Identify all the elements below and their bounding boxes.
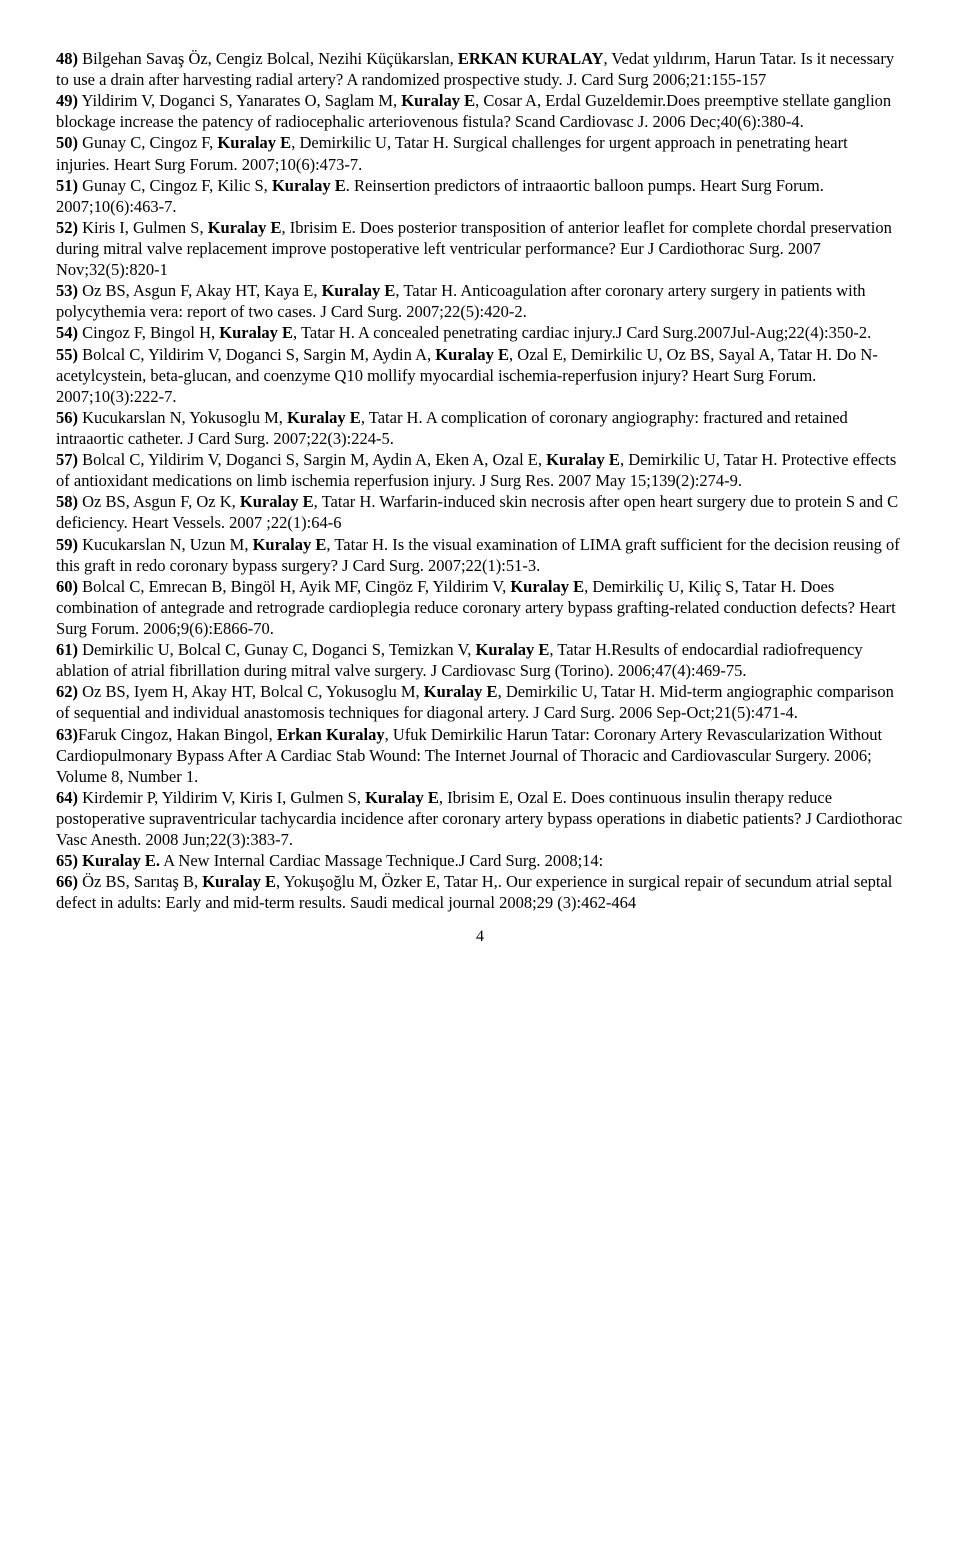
reference-number: 50) <box>56 133 78 152</box>
reference-item: 49) Yildirim V, Doganci S, Yanarates O, … <box>56 90 904 132</box>
reference-number: 57) <box>56 450 78 469</box>
reference-item: 52) Kiris I, Gulmen S, Kuralay E, Ibrisi… <box>56 217 904 280</box>
reference-item: 62) Oz BS, Iyem H, Akay HT, Bolcal C, Yo… <box>56 681 904 723</box>
author-highlight: Kuralay E <box>253 535 327 554</box>
author-highlight: Kuralay E. <box>82 851 160 870</box>
reference-item: 55) Bolcal C, Yildirim V, Doganci S, Sar… <box>56 344 904 407</box>
reference-number: 58) <box>56 492 78 511</box>
reference-item: 58) Oz BS, Asgun F, Oz K, Kuralay E, Tat… <box>56 491 904 533</box>
author-highlight: Kuralay E <box>510 577 584 596</box>
reference-item: 51) Gunay C, Cingoz F, Kilic S, Kuralay … <box>56 175 904 217</box>
reference-number: 53) <box>56 281 78 300</box>
reference-number: 51) <box>56 176 78 195</box>
author-highlight: Kuralay E <box>322 281 396 300</box>
reference-item: 54) Cingoz F, Bingol H, Kuralay E, Tatar… <box>56 322 904 343</box>
author-highlight: Kuralay E <box>546 450 620 469</box>
author-highlight: Kuralay E <box>435 345 509 364</box>
reference-number: 62) <box>56 682 78 701</box>
reference-number: 56) <box>56 408 78 427</box>
reference-item: 66) Öz BS, Sarıtaş B, Kuralay E, Yokuşoğ… <box>56 871 904 913</box>
reference-number: 66) <box>56 872 78 891</box>
author-highlight: Kuralay E <box>401 91 475 110</box>
author-highlight: Erkan Kuralay <box>277 725 385 744</box>
reference-list: 48) Bilgehan Savaş Öz, Cengiz Bolcal, Ne… <box>56 48 904 913</box>
reference-item: 63)Faruk Cingoz, Hakan Bingol, Erkan Kur… <box>56 724 904 787</box>
reference-item: 56) Kucukarslan N, Yokusoglu M, Kuralay … <box>56 407 904 449</box>
reference-number: 55) <box>56 345 78 364</box>
author-highlight: Kuralay E <box>219 323 293 342</box>
reference-number: 52) <box>56 218 78 237</box>
author-highlight: Kuralay E <box>217 133 291 152</box>
reference-number: 61) <box>56 640 78 659</box>
reference-item: 53) Oz BS, Asgun F, Akay HT, Kaya E, Kur… <box>56 280 904 322</box>
page-number: 4 <box>56 927 904 947</box>
author-highlight: Kuralay E <box>202 872 276 891</box>
author-highlight: Kuralay E <box>240 492 314 511</box>
author-highlight: Kuralay E <box>476 640 550 659</box>
author-highlight: Kuralay E <box>208 218 282 237</box>
reference-item: 59) Kucukarslan N, Uzun M, Kuralay E, Ta… <box>56 534 904 576</box>
author-highlight: Kuralay E <box>287 408 361 427</box>
author-highlight: Kuralay E <box>365 788 439 807</box>
reference-number: 49) <box>56 91 78 110</box>
reference-item: 65) Kuralay E. A New Internal Cardiac Ma… <box>56 850 904 871</box>
reference-item: 60) Bolcal C, Emrecan B, Bingöl H, Ayik … <box>56 576 904 639</box>
reference-item: 57) Bolcal C, Yildirim V, Doganci S, Sar… <box>56 449 904 491</box>
reference-item: 50) Gunay C, Cingoz F, Kuralay E, Demirk… <box>56 132 904 174</box>
reference-item: 61) Demirkilic U, Bolcal C, Gunay C, Dog… <box>56 639 904 681</box>
reference-number: 60) <box>56 577 78 596</box>
author-highlight: Kuralay E <box>272 176 346 195</box>
reference-number: 48) <box>56 49 78 68</box>
reference-item: 64) Kirdemir P, Yildirim V, Kiris I, Gul… <box>56 787 904 850</box>
reference-number: 64) <box>56 788 78 807</box>
reference-number: 59) <box>56 535 78 554</box>
reference-item: 48) Bilgehan Savaş Öz, Cengiz Bolcal, Ne… <box>56 48 904 90</box>
author-highlight: ERKAN KURALAY <box>458 49 604 68</box>
reference-number: 65) <box>56 851 78 870</box>
reference-number: 63) <box>56 725 78 744</box>
reference-number: 54) <box>56 323 78 342</box>
author-highlight: Kuralay E <box>424 682 498 701</box>
